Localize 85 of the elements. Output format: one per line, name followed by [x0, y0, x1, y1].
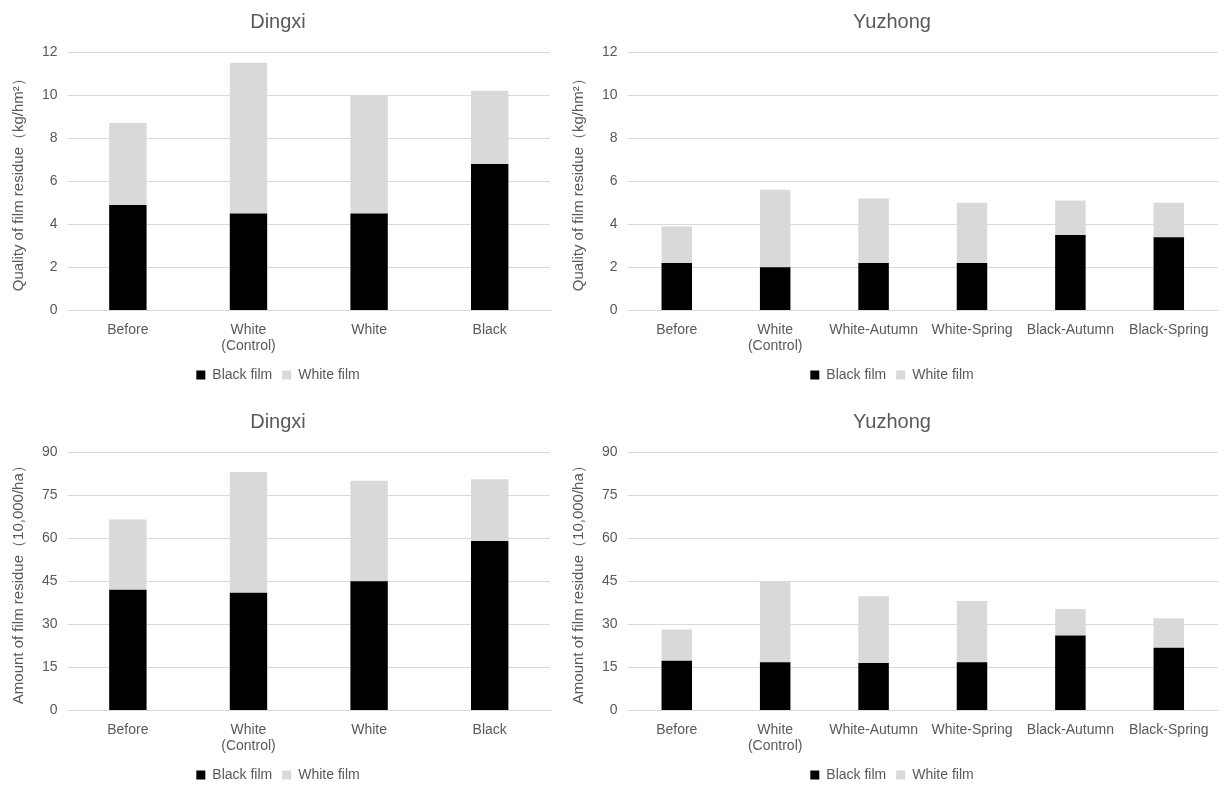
y-axis-title: Quality of film residue（kg/hm²） — [569, 71, 587, 292]
x-tick-label: White — [351, 720, 388, 737]
y-tick-label: 12 — [41, 42, 58, 59]
y-tick-label: 2 — [609, 258, 618, 275]
x-tick-label: Before — [107, 320, 149, 337]
bar — [858, 663, 889, 710]
y-tick-label: 6 — [49, 172, 58, 189]
y-tick-label: 2 — [49, 258, 58, 275]
y-tick-label: 0 — [609, 701, 618, 718]
y-axis-title: Quality of film residue（kg/hm²） — [9, 71, 27, 292]
legend-label: Black film — [212, 365, 273, 382]
bar — [661, 660, 693, 710]
legend-label: White film — [298, 765, 360, 782]
x-tick-label: Black — [472, 720, 508, 737]
chart-title: Yuzhong — [853, 9, 931, 32]
x-tick-label: Black-Autumn — [1026, 320, 1114, 337]
x-tick-label: White (Control) — [747, 720, 803, 754]
bar — [956, 662, 988, 710]
x-tick-label: White — [351, 320, 388, 337]
bar — [1153, 237, 1185, 310]
y-tick-label: 45 — [41, 572, 58, 589]
y-tick-label: 12 — [601, 42, 618, 59]
bar — [1055, 635, 1086, 710]
x-tick-label: Black-Autumn — [1026, 720, 1114, 737]
bar — [471, 163, 509, 310]
y-axis-title: Amount of film residue（10,000/ha） — [569, 458, 587, 705]
bar — [350, 581, 388, 710]
y-tick-label: 10 — [41, 85, 58, 102]
legend-label: Black film — [826, 765, 887, 782]
x-tick-label: Black-Spring — [1129, 320, 1209, 337]
y-tick-label: 30 — [601, 615, 618, 632]
x-tick-label: Black — [472, 320, 508, 337]
bar — [661, 629, 693, 661]
y-tick-label: 75 — [601, 485, 618, 502]
bar — [471, 541, 509, 710]
bar — [229, 592, 268, 710]
y-tick-label: 90 — [41, 442, 58, 459]
bar — [229, 213, 268, 310]
x-tick-label: Before — [656, 720, 698, 737]
x-tick-label: White (Control) — [221, 720, 276, 754]
bar — [109, 204, 147, 310]
chart-title: Dingxi — [250, 9, 306, 32]
x-tick-label: White-Autumn — [829, 720, 918, 737]
y-tick-label: 75 — [41, 485, 58, 502]
x-tick-label: White-Spring — [931, 720, 1013, 737]
x-tick-label: Black-Spring — [1129, 720, 1209, 737]
y-tick-label: 15 — [41, 658, 58, 675]
x-tick-label: White-Spring — [931, 320, 1013, 337]
bar — [759, 662, 791, 710]
y-tick-label: 60 — [601, 528, 618, 545]
bar — [956, 263, 988, 310]
y-tick-label: 90 — [601, 442, 618, 459]
x-tick-label: White-Autumn — [829, 320, 918, 337]
y-tick-label: 4 — [609, 215, 618, 232]
y-tick-label: 0 — [609, 301, 618, 318]
x-tick-label: Before — [656, 320, 698, 337]
x-tick-label: White (Control) — [747, 320, 803, 354]
legend-label: White film — [298, 365, 360, 382]
x-tick-label: Before — [107, 720, 149, 737]
y-tick-label: 15 — [601, 658, 618, 675]
bar — [1153, 647, 1185, 710]
bar — [858, 263, 889, 310]
y-tick-label: 4 — [49, 215, 58, 232]
y-tick-label: 60 — [41, 528, 58, 545]
legend-label: Black film — [826, 365, 887, 382]
bar — [661, 263, 693, 310]
y-tick-label: 45 — [601, 572, 618, 589]
y-tick-label: 8 — [49, 128, 58, 145]
chart-title: Yuzhong — [853, 409, 931, 432]
y-tick-label: 0 — [49, 301, 58, 318]
y-tick-label: 6 — [609, 172, 618, 189]
bar — [1055, 235, 1086, 310]
bar — [350, 213, 388, 310]
bar — [759, 267, 791, 310]
y-tick-label: 30 — [41, 615, 58, 632]
bar — [109, 589, 147, 710]
chart-title: Dingxi — [250, 409, 306, 432]
legend-label: Black film — [212, 765, 273, 782]
y-tick-label: 0 — [49, 701, 58, 718]
legend-label: White film — [912, 765, 974, 782]
x-tick-label: White (Control) — [221, 320, 276, 354]
y-axis-title: Amount of film residue（10,000/ha） — [9, 458, 27, 705]
legend-label: White film — [912, 365, 974, 382]
y-tick-label: 10 — [601, 85, 618, 102]
y-tick-label: 8 — [609, 128, 618, 145]
